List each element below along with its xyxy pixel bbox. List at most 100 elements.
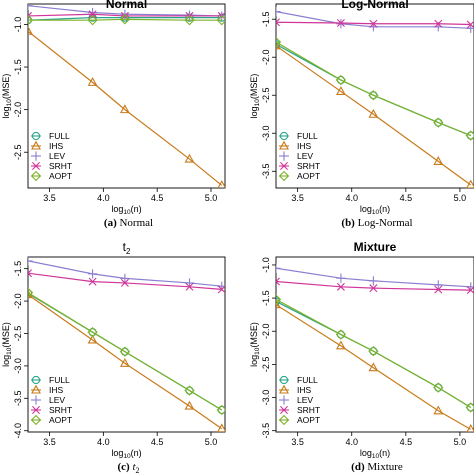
legend-marker-ihs	[279, 384, 289, 394]
plot-frame	[275, 256, 474, 433]
legend-label-ihs: IHS	[297, 385, 312, 395]
point-srht	[434, 19, 443, 28]
x-axis-label: log10(n)	[360, 204, 390, 216]
series-line-ihs	[276, 45, 472, 186]
point-aopt	[335, 329, 347, 340]
point-aopt	[368, 90, 379, 101]
point-aopt	[119, 346, 131, 357]
point-lev	[120, 273, 130, 283]
chart-panel-1: Normal 3.5 4.0 4.5 5.0 -1.0 -1.5 -2.0 -2.5 log10(…	[1, 0, 226, 229]
x-tick-label: 3.5	[43, 193, 56, 203]
y-tick-label: -2.0	[13, 293, 23, 309]
caption-text: Log-Normal	[358, 217, 413, 229]
legend-marker-lev	[279, 151, 289, 161]
legend-marker-aopt	[30, 414, 42, 426]
legend-label-lev: LEV	[297, 395, 313, 405]
point-srht	[28, 269, 32, 278]
legend-marker-aopt	[278, 170, 290, 182]
series-line-aopt	[28, 292, 223, 411]
point-ihs	[335, 340, 346, 350]
point-aopt	[216, 404, 225, 416]
caption-label: (a)	[104, 217, 120, 229]
panel-caption: (c) t2	[117, 461, 139, 474]
y-tick-label: -2.5	[261, 87, 271, 103]
x-tick-label: 3.5	[43, 437, 56, 447]
point-ihs	[433, 156, 444, 165]
point-aopt	[276, 36, 282, 48]
point-ihs	[87, 334, 98, 344]
series-line-aopt	[276, 41, 471, 137]
point-full	[185, 386, 194, 395]
y-axis-label: log10(MSE)	[1, 74, 13, 119]
x-axis-label: log10(n)	[111, 204, 141, 216]
legend-marker-full	[31, 375, 41, 385]
point-full	[369, 346, 378, 356]
point-full	[466, 131, 474, 140]
legend-label-ihs: IHS	[49, 141, 64, 151]
legend-label-full: FULL	[297, 131, 318, 141]
panel-caption: (a) Normal	[104, 217, 153, 229]
legend-label-full: FULL	[49, 375, 70, 385]
legend-label-lev: LEV	[49, 151, 65, 161]
caption-text: Normal	[119, 217, 153, 229]
point-full	[434, 118, 443, 127]
legend-label-full: FULL	[297, 375, 318, 385]
point-srht	[466, 20, 474, 29]
caption-text: t	[132, 461, 136, 473]
legend-label-srht: SRHT	[49, 405, 72, 415]
caption-label: (d)	[351, 461, 367, 473]
chart-panel-3: t23.5 4.0 4.5 5.0-1.5-2.0-2.5-3.0-3.5-4.0lo…	[1, 240, 226, 474]
y-tick-label: -2.0	[261, 323, 271, 339]
plot-frame	[27, 3, 226, 189]
y-tick-label: -3.5	[261, 164, 271, 180]
point-aopt	[335, 74, 347, 86]
chart-title-main: t	[123, 240, 127, 254]
point-ihs	[368, 362, 379, 372]
point-lev	[87, 269, 98, 279]
point-srht	[88, 277, 97, 286]
point-full	[336, 330, 346, 339]
x-tick-label: 3.5	[291, 193, 304, 203]
point-aopt	[433, 117, 444, 128]
y-tick-label: -2.5	[13, 144, 23, 160]
point-lev	[336, 273, 346, 283]
y-axis-label: log10(MSE)	[249, 74, 261, 119]
point-ihs	[276, 299, 281, 309]
point-lev	[28, 4, 33, 11]
legend-label-aopt: AOPT	[297, 415, 320, 425]
point-aopt	[184, 385, 195, 396]
chart-title: Log-Normal	[341, 0, 408, 11]
point-ihs	[466, 424, 474, 432]
point-ihs	[184, 400, 195, 410]
point-ihs	[335, 86, 346, 95]
point-aopt	[216, 15, 225, 26]
legend-label-aopt: AOPT	[297, 171, 320, 181]
legend-label-ihs: IHS	[49, 385, 64, 395]
plot-frame	[27, 256, 226, 433]
point-aopt	[368, 345, 379, 357]
legend-marker-lev	[31, 395, 41, 405]
y-tick-label: -1.5	[13, 59, 23, 75]
point-ihs	[119, 104, 130, 114]
point-srht	[120, 11, 129, 20]
legend-marker-lev	[31, 151, 41, 161]
x-tick-label: 5.0	[205, 193, 218, 203]
x-tick-label: 4.5	[151, 193, 164, 203]
caption-label: (c)	[117, 461, 132, 473]
point-lev	[184, 278, 195, 288]
legend-marker-aopt	[30, 170, 42, 182]
point-srht	[336, 282, 345, 291]
y-tick-label: -3.0	[13, 358, 23, 374]
plot-area	[28, 4, 225, 188]
point-ihs	[184, 153, 195, 163]
legend-label-srht: SRHT	[297, 405, 320, 415]
panel-caption: (d) Mixture	[351, 461, 403, 473]
point-ihs	[119, 357, 130, 367]
series-line-ihs	[28, 30, 223, 186]
legend-label-srht: SRHT	[49, 161, 72, 171]
y-tick-label: -3.5	[261, 423, 271, 439]
